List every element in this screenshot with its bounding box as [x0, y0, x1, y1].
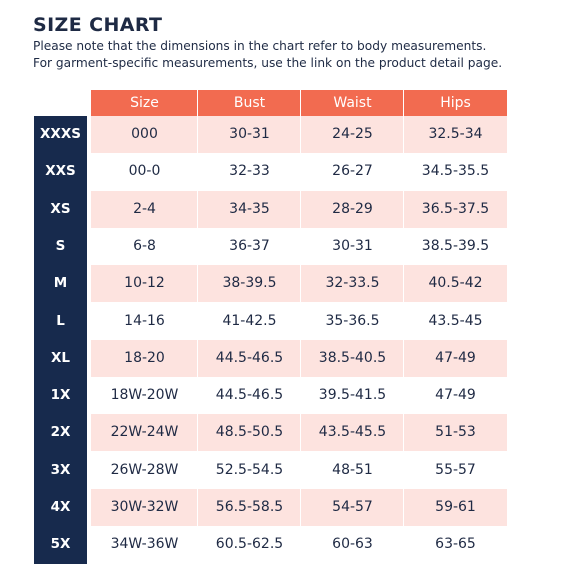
table-cell: 2-4 — [133, 200, 156, 217]
table-cell: 40.5-42 — [428, 275, 483, 292]
size-row-label: XS — [50, 200, 71, 217]
table-cell: 36.5-37.5 — [421, 200, 490, 217]
size-row-label: XXXS — [40, 126, 81, 142]
size-row-label: 5X — [50, 536, 71, 553]
table-cell: 60.5-62.5 — [215, 536, 284, 553]
table-cell: 26W-28W — [110, 461, 179, 478]
table-cell: 55-57 — [435, 461, 476, 478]
table-cell: 18-20 — [124, 349, 165, 366]
table-cell: 54-57 — [332, 499, 373, 515]
table-cell: 30W-32W — [110, 499, 179, 515]
table-cell: 48-51 — [332, 461, 373, 478]
size-row-label: 2X — [50, 424, 71, 441]
table-cell: 44.5-46.5 — [215, 387, 284, 404]
size-label-column: XXXS XXS XS S M L XL 1X 2X 3X 4X 5X — [34, 116, 87, 564]
row-stripe — [91, 489, 507, 526]
table-cell: 000 — [131, 126, 158, 142]
table-cell: 63-65 — [435, 536, 476, 553]
size-row-label: S — [55, 237, 66, 254]
size-row-label: 3X — [50, 461, 71, 478]
table-cell: 44.5-46.5 — [215, 349, 284, 366]
table-cell: 47-49 — [435, 387, 476, 404]
size-row-label: 1X — [50, 387, 71, 404]
table-cell: 38-39.5 — [222, 275, 277, 292]
table-cell: 36-37 — [229, 237, 270, 254]
table-cell: 34W-36W — [110, 536, 179, 553]
size-row-label: XL — [50, 349, 70, 366]
table-cell: 32.5-34 — [428, 126, 483, 142]
table-cell: 48.5-50.5 — [215, 424, 284, 441]
size-row-label: M — [53, 275, 68, 292]
row-stripe — [91, 116, 507, 153]
size-row-label: XXS — [45, 163, 76, 180]
table-cell: 47-49 — [435, 349, 476, 366]
table-cell: 32-33 — [229, 163, 270, 180]
column-header-0: Size — [91, 90, 198, 116]
column-divider — [300, 90, 301, 564]
column-header-1: Bust — [198, 90, 301, 116]
table-cell: 6-8 — [133, 237, 156, 254]
table-cell: 39.5-41.5 — [318, 387, 387, 404]
table-cell: 32-33.5 — [325, 275, 380, 292]
table-cell: 18W-20W — [110, 387, 179, 404]
row-stripe — [91, 190, 507, 228]
table-cell: 52.5-54.5 — [215, 461, 284, 478]
size-row-label: 4X — [50, 499, 71, 515]
column-header-3: Hips — [404, 90, 507, 116]
size-chart-title: SIZE CHART — [33, 14, 163, 36]
column-divider — [197, 90, 198, 564]
table-cell: 00-0 — [128, 163, 161, 180]
chart-note-line-1: Please note that the dimensions in the c… — [33, 39, 487, 53]
table-cell: 22W-24W — [110, 424, 179, 441]
table-cell: 43.5-45.5 — [318, 424, 387, 441]
chart-note-line-2: For garment-specific measurements, use t… — [33, 56, 503, 70]
table-cell: 14-16 — [124, 312, 165, 329]
column-divider — [403, 90, 404, 564]
table-cell: 30-31 — [229, 126, 270, 142]
table-cell: 41-42.5 — [222, 312, 277, 329]
row-stripe — [91, 265, 507, 303]
table-cell: 51-53 — [435, 424, 476, 441]
row-stripe — [91, 414, 507, 452]
table-cell: 30-31 — [332, 237, 373, 254]
table-cell: 34.5-35.5 — [421, 163, 490, 180]
row-stripe — [91, 339, 507, 377]
table-cell: 24-25 — [332, 126, 373, 142]
size-row-label: L — [56, 312, 65, 329]
table-cell: 38.5-40.5 — [318, 349, 387, 366]
table-cell: 26-27 — [332, 163, 373, 180]
table-cell: 60-63 — [332, 536, 373, 553]
table-cell: 10-12 — [124, 275, 165, 292]
table-cell: 56.5-58.5 — [215, 499, 284, 515]
table-cell: 28-29 — [332, 200, 373, 217]
table-cell: 43.5-45 — [428, 312, 483, 329]
table-cell: 38.5-39.5 — [421, 237, 490, 254]
table-cell: 59-61 — [435, 499, 476, 515]
table-cell: 34-35 — [229, 200, 270, 217]
table-cell: 35-36.5 — [325, 312, 380, 329]
column-header-2: Waist — [301, 90, 404, 116]
